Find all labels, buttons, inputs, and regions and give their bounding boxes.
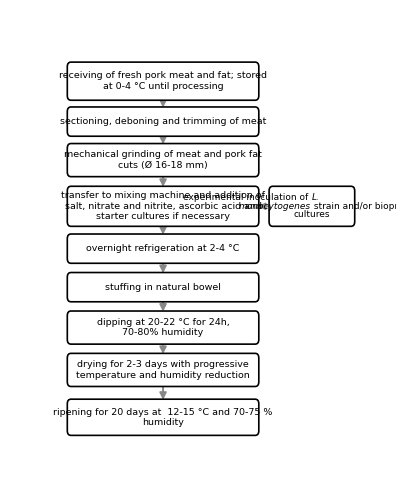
Text: overnight refrigeration at 2-4 °C: overnight refrigeration at 2-4 °C	[86, 244, 240, 253]
FancyBboxPatch shape	[67, 144, 259, 176]
Text: monocytogenes: monocytogenes	[239, 202, 311, 211]
FancyBboxPatch shape	[67, 62, 259, 100]
Text: receiving of fresh pork meat and fat; stored
at 0-4 °C until processing: receiving of fresh pork meat and fat; st…	[59, 72, 267, 91]
FancyBboxPatch shape	[269, 186, 355, 226]
Text: dipping at 20-22 °C for 24h,
70-80% humidity: dipping at 20-22 °C for 24h, 70-80% humi…	[97, 318, 229, 338]
Text: cultures: cultures	[294, 210, 330, 220]
Text: experimental inoculation of: experimental inoculation of	[183, 194, 311, 202]
FancyBboxPatch shape	[67, 107, 259, 136]
Text: transfer to mixing machine and addition of
salt, nitrate and nitrite, ascorbic a: transfer to mixing machine and addition …	[61, 192, 265, 221]
Text: strain and/or bioprotective: strain and/or bioprotective	[311, 202, 396, 211]
FancyBboxPatch shape	[67, 186, 259, 226]
Text: stuffing in natural bowel: stuffing in natural bowel	[105, 282, 221, 292]
FancyBboxPatch shape	[67, 234, 259, 264]
FancyBboxPatch shape	[67, 311, 259, 344]
FancyBboxPatch shape	[67, 272, 259, 302]
Text: L.: L.	[311, 194, 319, 202]
Text: mechanical grinding of meat and pork fat
cuts (Ø 16-18 mm): mechanical grinding of meat and pork fat…	[64, 150, 262, 170]
Text: sectioning, deboning and trimming of meat: sectioning, deboning and trimming of mea…	[60, 117, 266, 126]
FancyBboxPatch shape	[67, 399, 259, 436]
FancyBboxPatch shape	[67, 354, 259, 386]
Text: drying for 2-3 days with progressive
temperature and humidity reduction: drying for 2-3 days with progressive tem…	[76, 360, 250, 380]
Text: ripening for 20 days at  12-15 °C and 70-75 %
humidity: ripening for 20 days at 12-15 °C and 70-…	[53, 408, 273, 427]
